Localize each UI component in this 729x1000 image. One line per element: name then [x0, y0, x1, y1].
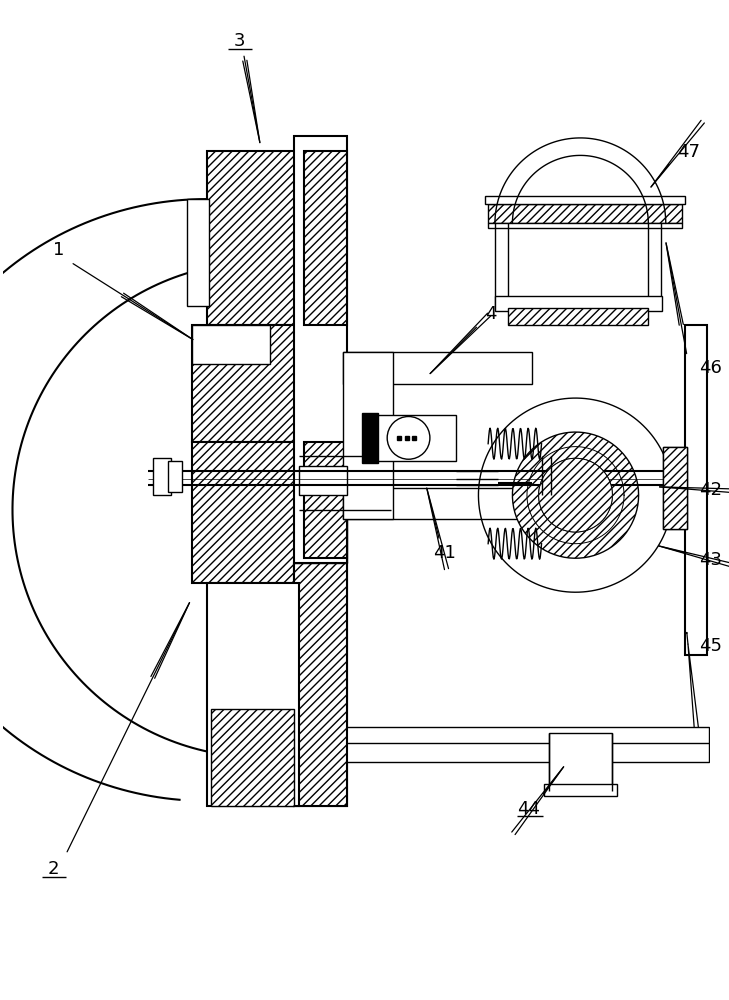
Bar	[304, 442, 348, 558]
Text: 44: 44	[518, 800, 540, 818]
Bar	[211, 709, 294, 806]
Polygon shape	[539, 458, 612, 532]
Bar	[343, 352, 532, 384]
Bar	[187, 199, 208, 306]
Bar	[663, 447, 687, 529]
Bar	[545, 784, 617, 796]
Bar	[488, 223, 682, 228]
Polygon shape	[512, 432, 639, 558]
Bar	[299, 466, 348, 495]
Text: 3: 3	[234, 32, 246, 50]
Bar	[685, 325, 706, 655]
Bar	[507, 308, 648, 325]
Bar	[206, 151, 319, 325]
Text: 47: 47	[677, 143, 701, 161]
Bar	[362, 413, 378, 463]
Bar	[192, 325, 299, 442]
Bar	[206, 583, 299, 806]
Text: 41: 41	[433, 544, 456, 562]
Bar	[343, 352, 393, 519]
Text: 43: 43	[699, 551, 722, 569]
Bar	[168, 461, 182, 492]
Text: 4: 4	[486, 305, 496, 323]
Bar	[153, 458, 171, 495]
Bar	[192, 442, 299, 583]
Text: 42: 42	[699, 481, 722, 499]
Bar	[549, 733, 612, 791]
Bar	[333, 743, 709, 762]
Bar	[495, 296, 662, 311]
Bar	[376, 415, 456, 461]
Bar	[488, 204, 682, 223]
Bar	[333, 727, 709, 745]
Text: 1: 1	[53, 241, 65, 259]
Text: 45: 45	[699, 637, 722, 655]
Text: 46: 46	[699, 359, 722, 377]
Bar	[343, 488, 532, 519]
Bar	[304, 151, 348, 325]
Bar	[294, 563, 348, 806]
Bar	[294, 136, 348, 806]
Bar	[192, 325, 270, 364]
Bar	[663, 447, 687, 529]
Text: 2: 2	[47, 860, 59, 878]
Circle shape	[387, 417, 430, 459]
Bar	[486, 196, 685, 204]
